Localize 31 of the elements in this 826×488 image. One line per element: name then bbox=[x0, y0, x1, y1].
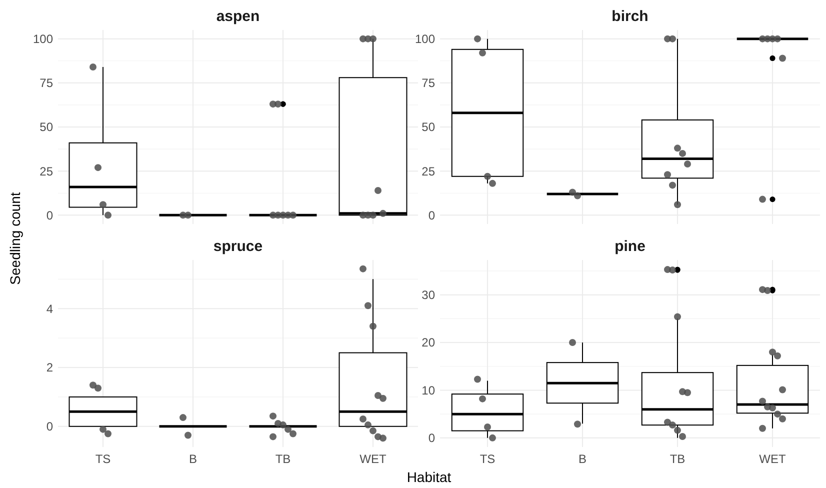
x-axis-title: Habitat bbox=[406, 469, 452, 485]
chart-title: pine bbox=[614, 238, 646, 255]
y-tick-label: 0 bbox=[428, 431, 436, 446]
y-tick-label: 100 bbox=[32, 32, 54, 46]
y-tick-label: 25 bbox=[40, 164, 54, 178]
y-tick-label: 50 bbox=[40, 120, 54, 134]
chart-title: spruce bbox=[213, 238, 263, 255]
x-tick-label: B bbox=[188, 452, 198, 466]
y-tick-label: 100 bbox=[414, 32, 436, 46]
y-tick-label: 75 bbox=[40, 76, 54, 90]
y-tick-label: 75 bbox=[422, 76, 436, 90]
y-tick-label: 2 bbox=[46, 360, 54, 375]
y-tick-label: 50 bbox=[422, 120, 436, 134]
y-tick-label: 20 bbox=[422, 336, 436, 350]
y-tick-label: 10 bbox=[422, 383, 436, 398]
chart-title: aspen bbox=[216, 8, 260, 25]
chart-title: birch bbox=[612, 8, 648, 25]
x-tick-label: TS bbox=[95, 452, 111, 466]
x-tick-label: TB bbox=[275, 452, 291, 466]
y-tick-label: 0 bbox=[46, 420, 54, 434]
x-tick-label: WET bbox=[360, 452, 387, 466]
y-tick-label: 0 bbox=[46, 208, 54, 222]
y-tick-label: 30 bbox=[422, 288, 436, 302]
y-tick-label: 4 bbox=[46, 302, 54, 316]
y-axis-title: Seedling count bbox=[7, 192, 23, 285]
x-tick-label: TB bbox=[670, 452, 686, 466]
x-tick-label: TS bbox=[480, 452, 496, 466]
x-tick-label: WET bbox=[759, 452, 786, 466]
y-tick-label: 25 bbox=[422, 164, 436, 178]
x-tick-label: B bbox=[578, 452, 587, 466]
y-tick-label: 0 bbox=[428, 208, 436, 222]
